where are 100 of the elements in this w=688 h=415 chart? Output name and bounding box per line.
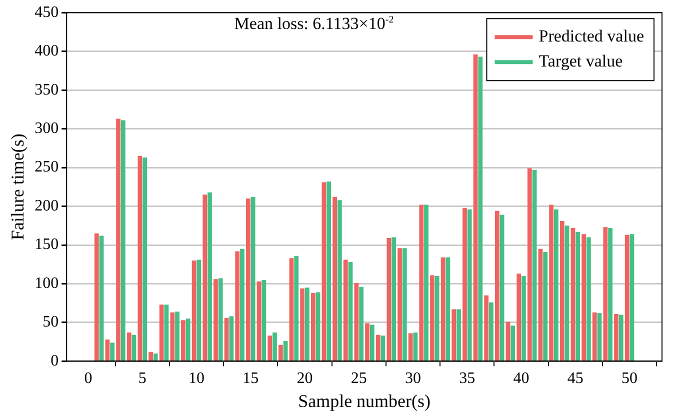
bar — [316, 292, 320, 360]
y-tick-label: 200 — [34, 197, 59, 214]
y-tick-label: 300 — [34, 120, 59, 138]
bar — [478, 56, 483, 360]
bar — [322, 182, 326, 360]
bar — [278, 344, 283, 360]
x-tick-label: 10 — [188, 370, 205, 388]
bar — [570, 228, 576, 360]
bar — [272, 332, 277, 360]
bar — [376, 334, 380, 360]
bar — [506, 322, 510, 360]
bar — [283, 341, 288, 360]
bar — [175, 312, 180, 360]
bar — [354, 282, 359, 360]
bar — [456, 309, 461, 360]
bar — [240, 248, 244, 360]
y-tick-label: 250 — [34, 158, 59, 176]
bar — [380, 336, 386, 360]
bar — [446, 257, 450, 360]
bar — [332, 196, 337, 360]
bar — [560, 220, 564, 360]
bar — [608, 228, 612, 360]
x-tick-label: 15 — [242, 370, 259, 388]
bar — [142, 157, 148, 360]
bar — [467, 209, 472, 360]
bar — [564, 226, 570, 360]
bar — [586, 237, 591, 360]
bar — [597, 313, 602, 360]
y-axis-title: Failure time(s) — [8, 134, 28, 240]
bar — [186, 318, 190, 360]
bar — [337, 200, 342, 360]
bar — [549, 204, 554, 360]
bar — [256, 281, 262, 360]
bar — [120, 120, 126, 360]
bar — [105, 340, 110, 360]
bar — [326, 181, 332, 360]
y-tick-label: 100 — [34, 274, 59, 292]
bar — [408, 333, 413, 360]
x-axis-title: Sample number(s) — [298, 390, 431, 411]
bar — [473, 54, 478, 360]
x-tick-label: 40 — [513, 370, 530, 388]
bar — [365, 323, 370, 360]
bar — [343, 260, 348, 360]
bar — [181, 320, 186, 360]
x-tick-label: 5 — [138, 370, 146, 388]
legend-label: Predicted value — [538, 26, 644, 46]
bar — [218, 278, 223, 360]
bar — [348, 262, 353, 360]
y-tick-label: 150 — [34, 236, 59, 254]
bar — [538, 248, 543, 360]
bar — [489, 302, 494, 360]
x-tick-label: 20 — [296, 370, 313, 388]
bar — [398, 248, 402, 360]
bar — [250, 196, 256, 360]
bar — [126, 332, 132, 360]
x-tick-label: 25 — [350, 370, 367, 388]
bar — [419, 204, 424, 360]
bar — [532, 170, 537, 360]
bar — [196, 260, 202, 360]
y-tick-label: 400 — [34, 42, 59, 60]
bar — [170, 312, 175, 360]
bar — [510, 326, 516, 360]
x-tick-label: 35 — [459, 370, 476, 388]
x-tick-label: 50 — [622, 370, 638, 388]
y-tick-label: 350 — [34, 81, 59, 98]
bar — [202, 194, 208, 360]
bar — [268, 336, 272, 360]
bar — [392, 237, 396, 360]
bar — [494, 210, 500, 360]
bar — [192, 260, 196, 360]
y-tick-label: 0 — [50, 352, 59, 370]
y-tick-label: 50 — [42, 314, 59, 331]
bar — [116, 118, 120, 360]
bar — [624, 234, 630, 360]
bar — [452, 309, 456, 360]
bar — [424, 204, 428, 360]
bar — [402, 248, 407, 360]
bar — [235, 251, 240, 360]
bar — [208, 192, 212, 360]
x-tick-label: 0 — [84, 370, 92, 388]
bar — [159, 304, 164, 360]
y-tick-label: 450 — [34, 4, 59, 21]
bar — [132, 334, 136, 360]
bar — [294, 256, 299, 360]
bar — [214, 279, 218, 360]
bar — [138, 156, 142, 360]
bar — [386, 238, 392, 360]
bar — [300, 288, 305, 360]
bar — [484, 295, 489, 360]
bar — [224, 318, 229, 360]
bar — [630, 234, 634, 360]
bar — [543, 252, 548, 360]
bar — [462, 208, 467, 360]
bar — [289, 258, 294, 360]
bar — [148, 352, 153, 360]
bar — [440, 257, 446, 360]
bar — [554, 209, 558, 360]
bar — [246, 198, 250, 360]
bar — [576, 232, 580, 360]
bar — [618, 314, 624, 360]
